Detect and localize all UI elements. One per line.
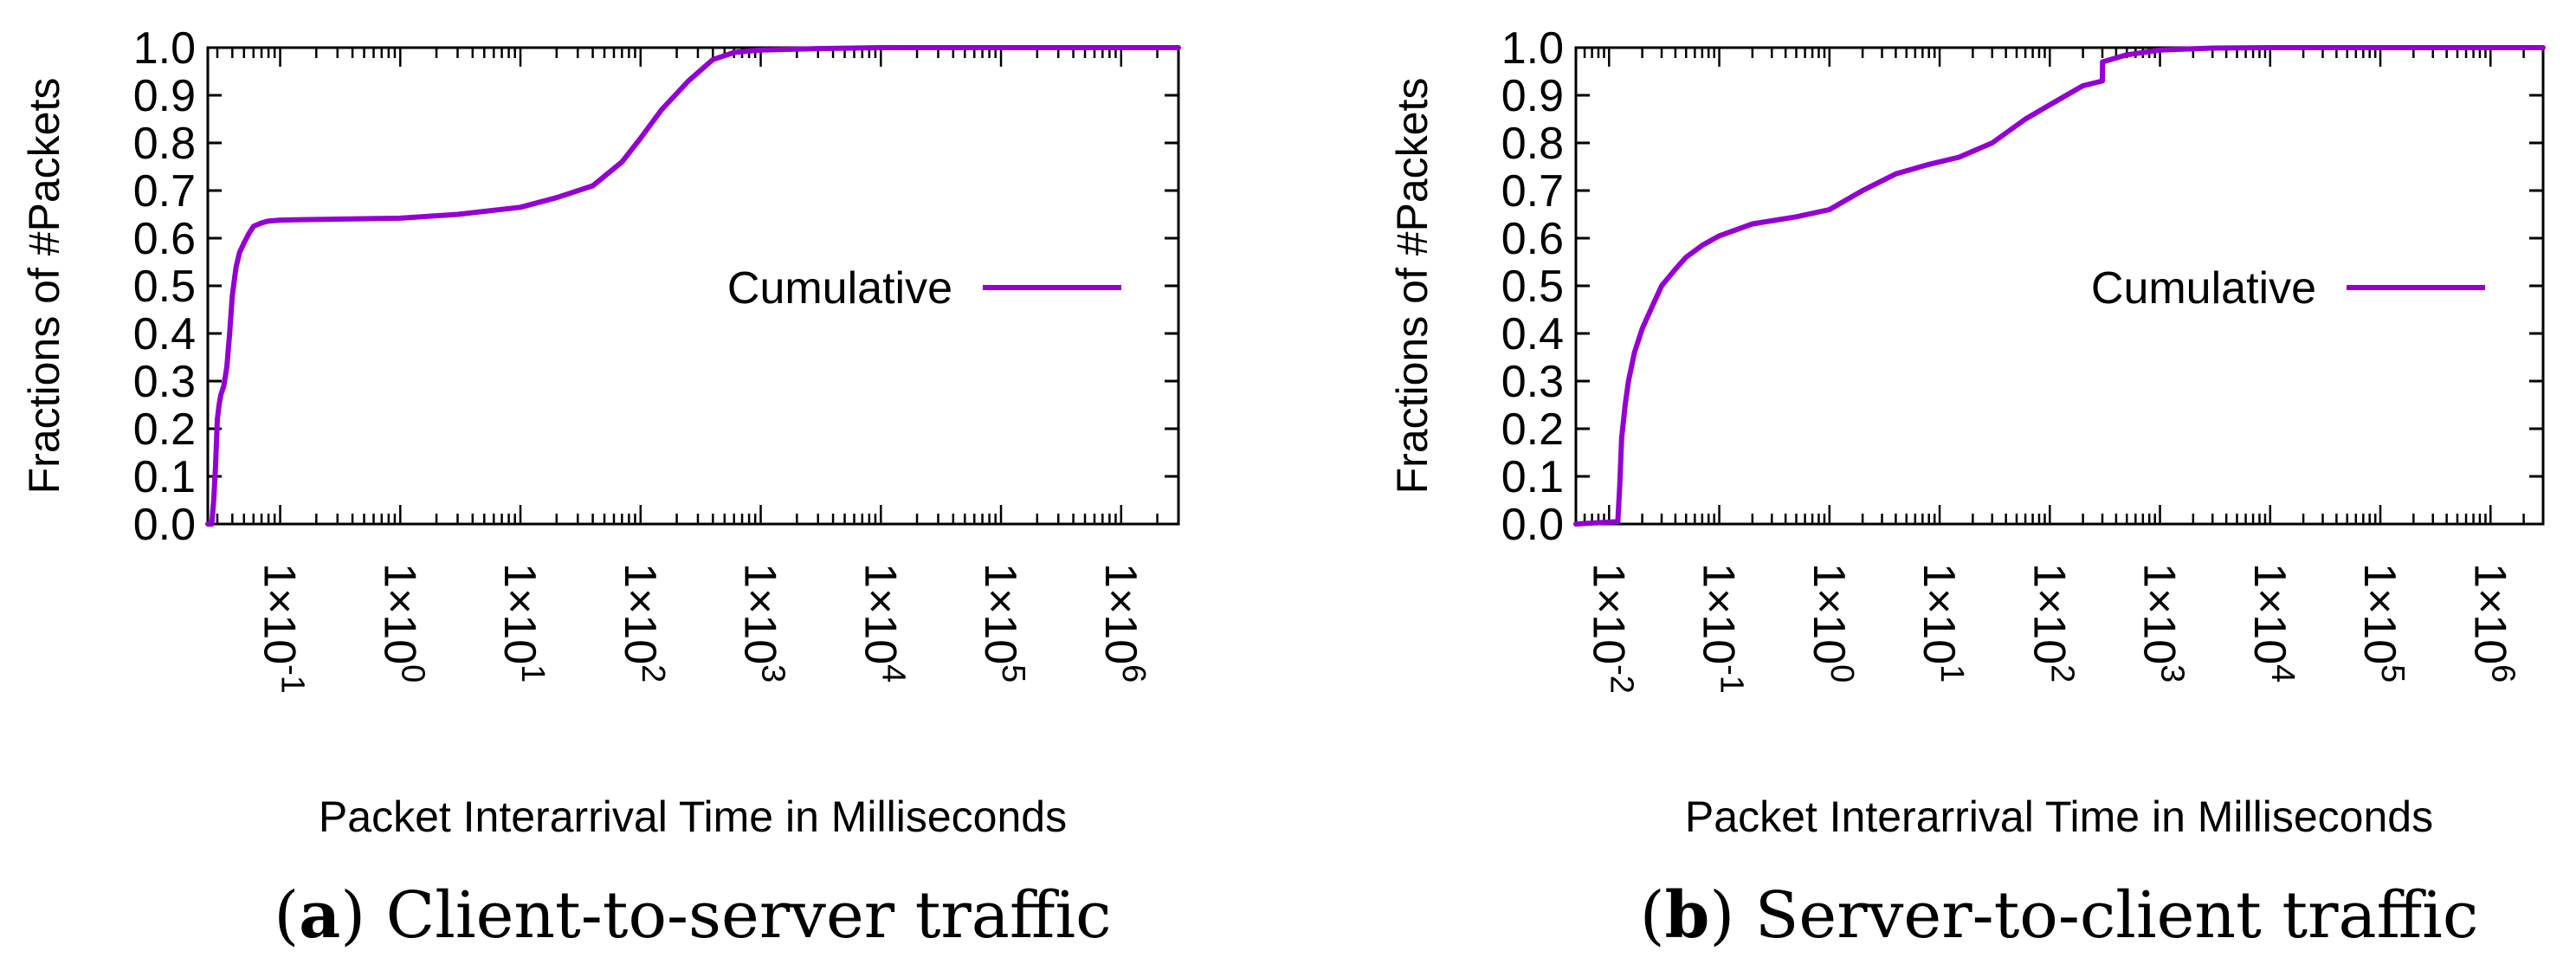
y-tick-label: 0.1 <box>133 452 196 502</box>
x-tick-base: 1×10 <box>2134 563 2185 664</box>
x-tick-exponent: 5 <box>995 664 1031 683</box>
x-tick-label: 1×103 <box>2134 563 2191 683</box>
x-tick-label: 1×10-2 <box>1583 563 1639 694</box>
x-tick-label: 1×102 <box>2024 563 2080 683</box>
x-tick-base: 1×10 <box>2464 563 2515 664</box>
x-tick-label: 1×106 <box>2464 563 2521 683</box>
caption-close-paren: ) <box>340 878 385 953</box>
x-tick-label: 1×105 <box>2354 563 2411 683</box>
y-tick-label: 1.0 <box>133 23 196 74</box>
x-tick-base: 1×10 <box>1694 563 1744 664</box>
panel-b-server-to-client: 0.00.10.20.30.40.50.60.70.80.91.01×10-21… <box>1388 23 2546 953</box>
x-tick-exponent: 6 <box>1115 664 1152 683</box>
x-tick-label: 1×10-1 <box>255 563 311 694</box>
x-tick-exponent: 4 <box>2264 664 2301 683</box>
y-tick-label: 0.9 <box>1501 71 1564 121</box>
x-tick-exponent: 2 <box>635 664 671 683</box>
y-tick-label: 0.2 <box>1501 404 1564 455</box>
x-tick-base: 1×10 <box>855 563 905 664</box>
x-tick-base: 1×10 <box>494 563 545 664</box>
caption-open-paren: ( <box>1640 878 1665 953</box>
x-tick-exponent: -2 <box>1603 664 1639 694</box>
y-tick-label: 0.4 <box>133 309 196 359</box>
caption-letter: a <box>299 878 340 953</box>
x-tick-base: 1×10 <box>374 563 424 664</box>
caption-close-paren: ) <box>1709 878 1754 953</box>
panel-caption: (a) Client-to-server traffic <box>274 878 1111 953</box>
x-tick-base: 1×10 <box>1914 563 1964 664</box>
x-tick-exponent: 2 <box>2043 664 2080 683</box>
y-axis-label: Fractions of #Packets <box>1388 78 1436 495</box>
x-tick-exponent: 0 <box>1824 664 1860 683</box>
legend-label: Cumulative <box>2091 263 2316 314</box>
y-tick-label: 0.0 <box>1501 500 1564 550</box>
y-tick-label: 1.0 <box>1501 23 1564 74</box>
caption-text: Client-to-server traffic <box>386 878 1112 953</box>
x-tick-exponent: 1 <box>514 664 551 683</box>
x-tick-base: 1×10 <box>255 563 305 664</box>
x-tick-exponent: 4 <box>875 664 911 683</box>
y-axis-label: Fractions of #Packets <box>20 78 68 495</box>
y-tick-label: 0.8 <box>133 119 196 169</box>
x-tick-base: 1×10 <box>2244 563 2295 664</box>
x-tick-exponent: 0 <box>394 664 430 683</box>
y-tick-label: 0.8 <box>1501 119 1564 169</box>
x-tick-base: 1×10 <box>975 563 1025 664</box>
x-axis-label: Packet Interarrival Time in Milliseconds <box>319 793 1067 841</box>
y-tick-label: 0.9 <box>133 71 196 121</box>
x-tick-label: 1×100 <box>1804 563 1860 683</box>
series-line-cumulative <box>205 45 1181 527</box>
y-tick-label: 0.3 <box>133 357 196 407</box>
x-tick-exponent: 5 <box>2374 664 2411 683</box>
x-tick-base: 1×10 <box>1804 563 1854 664</box>
x-tick-exponent: -1 <box>1714 664 1750 694</box>
series-line-cumulative <box>1573 45 2546 527</box>
y-tick-label: 0.0 <box>133 500 196 550</box>
x-tick-label: 1×101 <box>494 563 551 683</box>
x-tick-label: 1×106 <box>1095 563 1152 683</box>
x-tick-label: 1×104 <box>855 563 911 683</box>
x-tick-label: 1×103 <box>735 563 791 683</box>
y-tick-label: 0.7 <box>1501 166 1564 217</box>
x-tick-exponent: 3 <box>2154 664 2191 683</box>
caption-text: Server-to-client traffic <box>1755 878 2479 953</box>
y-tick-label: 0.6 <box>1501 214 1564 264</box>
legend-label: Cumulative <box>727 263 952 314</box>
x-tick-base: 1×10 <box>1583 563 1633 664</box>
caption-letter: b <box>1665 878 1710 953</box>
x-tick-label: 1×101 <box>1914 563 1970 683</box>
x-tick-exponent: 3 <box>755 664 791 683</box>
x-tick-base: 1×10 <box>1095 563 1146 664</box>
y-tick-label: 0.6 <box>133 214 196 264</box>
y-tick-label: 0.7 <box>133 166 196 217</box>
caption-open-paren: ( <box>274 878 299 953</box>
x-tick-exponent: -1 <box>274 664 311 694</box>
x-tick-label: 1×10-1 <box>1694 563 1750 694</box>
x-tick-base: 1×10 <box>735 563 785 664</box>
panel-a-client-to-server: 0.00.10.20.30.40.50.60.70.80.91.01×10-11… <box>20 23 1181 953</box>
y-tick-label: 0.5 <box>133 262 196 312</box>
y-tick-label: 0.4 <box>1501 309 1564 359</box>
x-tick-label: 1×105 <box>975 563 1031 683</box>
x-axis-label: Packet Interarrival Time in Milliseconds <box>1685 793 2433 841</box>
y-tick-label: 0.1 <box>1501 452 1564 502</box>
x-tick-label: 1×104 <box>2244 563 2301 683</box>
x-tick-label: 1×102 <box>615 563 671 683</box>
x-tick-base: 1×10 <box>615 563 665 664</box>
x-tick-base: 1×10 <box>2354 563 2405 664</box>
x-tick-exponent: 6 <box>2484 664 2521 683</box>
y-tick-label: 0.3 <box>1501 357 1564 407</box>
panel-caption: (b) Server-to-client traffic <box>1640 878 2479 953</box>
x-tick-exponent: 1 <box>1934 664 1970 683</box>
x-tick-base: 1×10 <box>2024 563 2074 664</box>
y-tick-label: 0.5 <box>1501 262 1564 312</box>
y-tick-label: 0.2 <box>133 404 196 455</box>
x-tick-label: 1×100 <box>374 563 430 683</box>
